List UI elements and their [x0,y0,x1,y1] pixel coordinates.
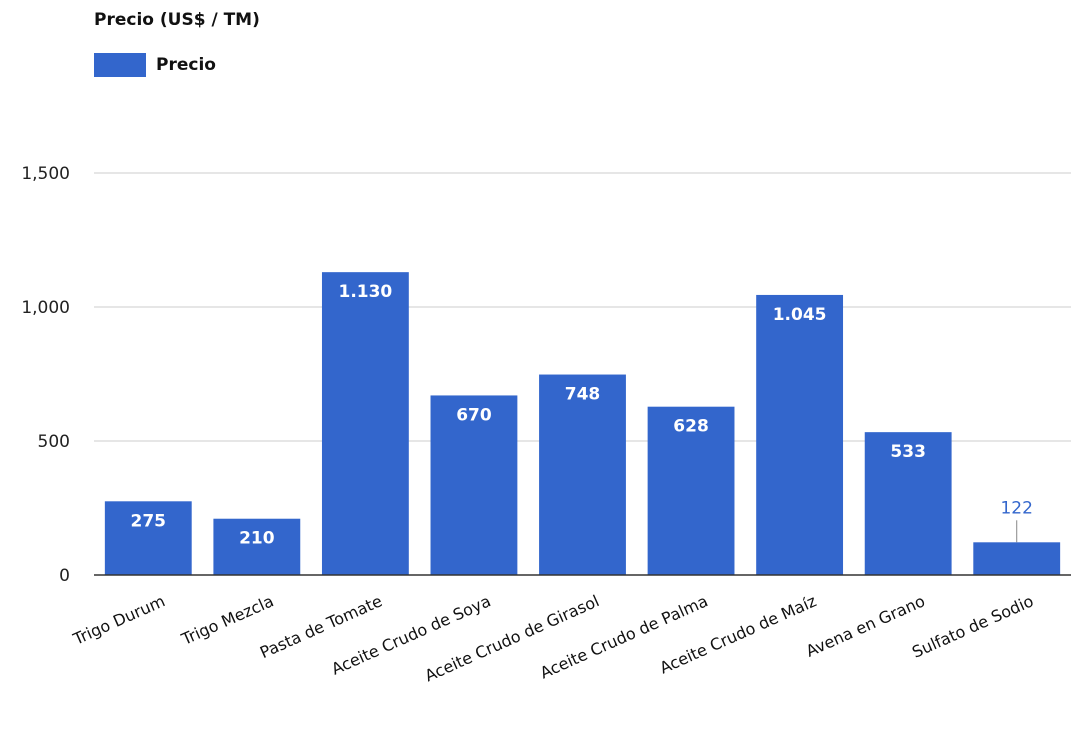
x-tick-label: Trigo Durum [70,591,168,649]
legend-label: Precio [156,55,216,75]
legend-swatch [94,53,146,77]
bar [213,518,301,575]
data-label: 670 [456,405,492,425]
bar [104,501,192,575]
bar [539,374,626,575]
data-label: 628 [673,417,709,437]
x-tick-label: Avena en Grano [803,591,928,660]
bar [321,272,409,575]
x-tick-label: Sulfato de Sodio [909,591,1036,662]
x-tick-label: Aceite Crudo de Girasol [422,591,602,685]
data-label: 122 [1000,498,1032,518]
x-tick-label: Trigo Mezcla [178,591,277,649]
y-tick-label: 1,500 [21,164,70,184]
legend[interactable]: Precio [94,53,216,77]
chart-title: Precio (US$ / TM) [94,10,260,30]
data-label: 1.130 [338,282,392,302]
bar [430,395,518,575]
data-label: 1.045 [773,305,827,325]
bar [864,432,952,575]
y-tick-label: 0 [59,566,70,586]
bar [973,542,1061,575]
data-label: 748 [565,385,601,405]
y-tick-label: 1,000 [21,298,70,318]
data-label: 533 [890,442,926,462]
data-label: 275 [131,511,167,531]
bar [647,406,735,575]
y-tick-label: 500 [38,432,70,452]
data-label: 210 [239,529,275,549]
bar [756,294,844,575]
